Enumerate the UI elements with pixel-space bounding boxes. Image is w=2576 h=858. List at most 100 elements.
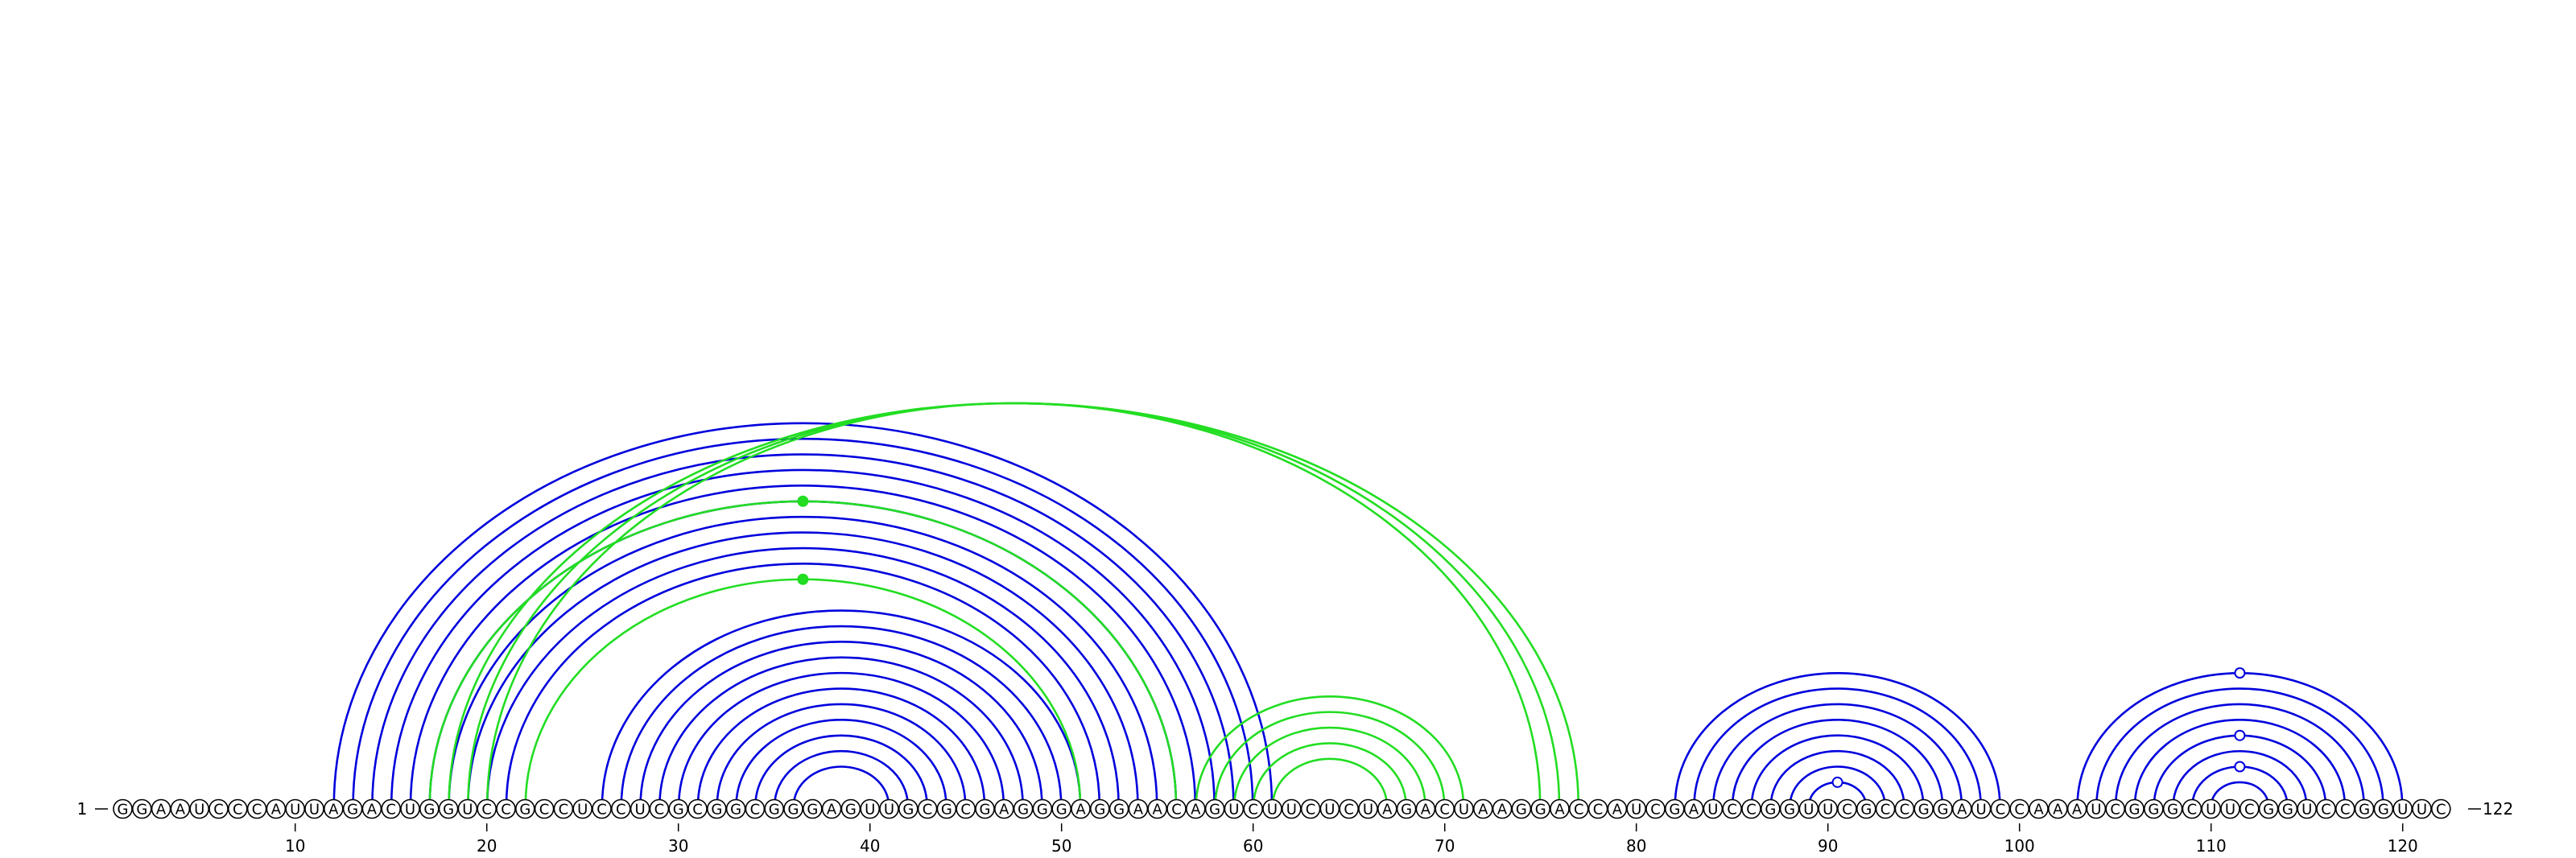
tick-label-110: 110 xyxy=(2196,836,2227,856)
nucleotide-letter: C xyxy=(2321,802,2331,819)
nucleotide-108: G xyxy=(2162,798,2183,819)
nucleotide-letter: C xyxy=(386,802,396,819)
nucleotide-letter: A xyxy=(827,802,837,819)
nucleotide-97: A xyxy=(1952,798,1972,819)
nucleotide-105: C xyxy=(2105,798,2125,819)
nucleotide-115: U xyxy=(2297,798,2317,819)
nucleotide-letter: C xyxy=(1439,802,1450,819)
nucleotide-circle xyxy=(1492,798,1513,819)
nucleotide-20: C xyxy=(477,798,497,819)
nucleotide-99: C xyxy=(1990,798,2011,819)
blue-arc-35-42 xyxy=(773,749,910,806)
nucleotide-circle xyxy=(1837,798,1857,819)
blue-arc-87-94 xyxy=(1769,749,1905,806)
nucleotide-circle xyxy=(2373,798,2394,819)
nucleotide-letter: U xyxy=(2397,802,2408,819)
nucleotide-letter: U xyxy=(635,802,646,819)
nucleotide-32: G xyxy=(706,798,727,819)
blue-arc-86-95 xyxy=(1750,734,1925,806)
blue-arc-27-50 xyxy=(620,625,1063,806)
arc-marker-103-120 xyxy=(2234,667,2246,679)
nucleotide-letter: G xyxy=(1113,802,1125,819)
nucleotide-letter: A xyxy=(156,802,167,819)
nucleotide-letter: G xyxy=(1037,802,1048,819)
nucleotide-91: C xyxy=(1837,798,1857,819)
blue-arc-15-58 xyxy=(390,468,1216,806)
nucleotide-26: C xyxy=(592,798,612,819)
nucleotide-5: U xyxy=(189,798,209,819)
blue-arc-12-61 xyxy=(332,422,1274,806)
nucleotide-letter: U xyxy=(2091,802,2101,819)
nucleotide-letter: G xyxy=(1938,802,1949,819)
nucleotide-letter: C xyxy=(1344,802,1354,819)
nucleotide-77: C xyxy=(1569,798,1589,819)
nucleotide-letter: A xyxy=(2072,802,2083,819)
nucleotide-107: G xyxy=(2144,798,2164,819)
green-arc-20-75 xyxy=(485,402,1542,806)
nucleotide-circle xyxy=(821,798,842,819)
nucleotide-circle xyxy=(1894,798,1915,819)
nucleotide-letter: C xyxy=(960,802,971,819)
nucleotide-letter: G xyxy=(673,802,684,819)
nucleotide-letter: C xyxy=(2244,802,2255,819)
nucleotide-letter: A xyxy=(1191,802,1201,819)
nucleotide-letter: U xyxy=(194,802,204,819)
nucleotide-circle xyxy=(1587,798,1608,819)
nucleotide-15: C xyxy=(381,798,402,819)
blue-arc-85-96 xyxy=(1731,719,1944,806)
nucleotide-96: G xyxy=(1933,798,1953,819)
nucleotide-circle xyxy=(1703,798,1724,819)
nucleotide-letter: G xyxy=(730,802,741,819)
blue-arc-21-52 xyxy=(505,563,1101,806)
blue-arc-28-49 xyxy=(639,641,1043,806)
nucleotide-letter: G xyxy=(2282,802,2293,819)
nucleotide-88: G xyxy=(1779,798,1800,819)
nucleotide-letter: U xyxy=(2417,802,2427,819)
nucleotide-3: A xyxy=(151,798,171,819)
nucleotide-circle xyxy=(860,798,880,819)
tick-label-90: 90 xyxy=(1818,836,1838,856)
nucleotide-circle xyxy=(1913,798,1934,819)
nucleotide-circle xyxy=(1358,798,1378,819)
blue-arc-33-44 xyxy=(735,719,947,806)
nucleotide-44: G xyxy=(936,798,957,819)
nucleotide-letter: G xyxy=(2263,802,2274,819)
nucleotide-circle xyxy=(1550,798,1570,819)
nucleotide-letter: A xyxy=(1957,802,1967,819)
nucleotide-30: G xyxy=(668,798,689,819)
nucleotide-letter: G xyxy=(1535,802,1546,819)
nucleotide-circle xyxy=(725,798,746,819)
nucleotide-letter: C xyxy=(750,802,761,819)
blue-arc-29-48 xyxy=(658,656,1024,806)
nucleotide-letter: A xyxy=(328,802,339,819)
nucleotide-letter: C xyxy=(2436,802,2446,819)
nucleotide-letter: G xyxy=(2167,802,2178,819)
nucleotide-circle xyxy=(2201,798,2221,819)
nucleotide-63: C xyxy=(1300,798,1321,819)
nucleotide-circle xyxy=(2105,798,2125,819)
nucleotide-letter: G xyxy=(941,802,952,819)
nucleotide-circle xyxy=(1798,798,1819,819)
blue-arc-106-117 xyxy=(2133,719,2347,806)
nucleotide-circle xyxy=(438,798,459,819)
nucleotide-87: G xyxy=(1761,798,1781,819)
nucleotide-circle xyxy=(2240,798,2260,819)
blue-arc-83-98 xyxy=(1693,687,1982,806)
arc-marker-22-51 xyxy=(797,573,809,585)
nucleotide-52: G xyxy=(1090,798,1110,819)
nucleotide-84: U xyxy=(1703,798,1724,819)
nucleotide-39: G xyxy=(840,798,861,819)
blue-arc-18-55 xyxy=(448,515,1158,806)
nucleotide-letter: A xyxy=(1689,802,1699,819)
nucleotide-letter: C xyxy=(1650,802,1661,819)
nucleotide-21: C xyxy=(496,798,516,819)
nucleotide-31: C xyxy=(687,798,708,819)
nucleotide-51: A xyxy=(1071,798,1091,819)
nucleotide-circle xyxy=(1952,798,1972,819)
tick-label-120: 120 xyxy=(2388,836,2418,856)
nucleotide-letter: G xyxy=(1209,802,1220,819)
nucleotide-letter: A xyxy=(1382,802,1393,819)
nucleotide-letter: A xyxy=(1421,802,1431,819)
nucleotide-letter: A xyxy=(1133,802,1144,819)
